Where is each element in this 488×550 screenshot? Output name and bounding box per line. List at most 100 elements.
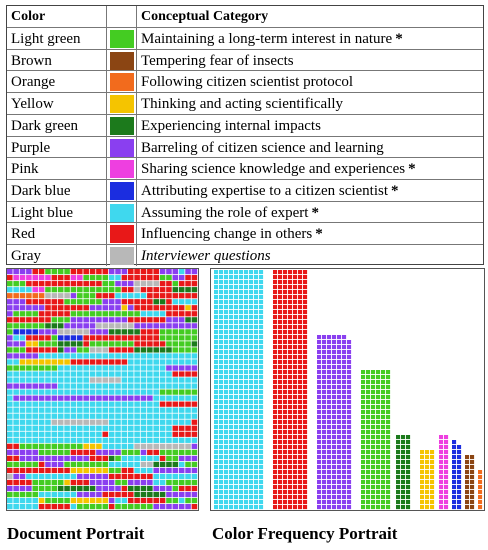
document-cell (121, 311, 128, 317)
document-cell (140, 401, 147, 407)
document-cell (108, 353, 115, 359)
frequency-square (457, 500, 462, 505)
document-cell (7, 299, 13, 305)
document-cell (77, 455, 83, 462)
frequency-square (303, 315, 308, 320)
document-cell (13, 485, 19, 492)
document-cell (32, 401, 39, 407)
frequency-square (361, 470, 366, 475)
color-swatch (110, 138, 134, 157)
frequency-square (224, 445, 229, 450)
document-cell (32, 293, 39, 299)
frequency-square (332, 465, 337, 470)
frequency-square (478, 495, 483, 500)
frequency-square (303, 505, 308, 510)
frequency-square (234, 420, 239, 425)
document-cell (178, 293, 185, 299)
frequency-square (444, 435, 449, 440)
frequency-square (229, 500, 234, 505)
frequency-square (288, 470, 293, 475)
frequency-square (219, 400, 224, 405)
frequency-square (452, 440, 457, 445)
document-cell (185, 365, 191, 371)
frequency-square (229, 380, 234, 385)
frequency-square (401, 460, 406, 465)
frequency-square (470, 490, 475, 495)
document-cell (64, 461, 70, 468)
document-cell (89, 353, 96, 359)
document-cell (191, 329, 198, 335)
document-cell (140, 347, 147, 353)
document-cell (102, 275, 109, 281)
frequency-square (273, 350, 278, 355)
frequency-square (249, 395, 254, 400)
document-cell (57, 281, 64, 287)
frequency-square (244, 410, 249, 415)
document-cell (140, 359, 147, 365)
document-cell (7, 497, 13, 504)
document-cell (13, 317, 19, 323)
frequency-square (219, 385, 224, 390)
frequency-square (342, 440, 347, 445)
frequency-square (303, 270, 308, 275)
frequency-square (396, 440, 401, 445)
frequency-square (288, 295, 293, 300)
frequency-square (214, 340, 219, 345)
frequency-square (244, 330, 249, 335)
frequency-square (366, 425, 371, 430)
document-cell (191, 317, 198, 323)
frequency-square (376, 390, 381, 395)
document-cell (70, 407, 77, 413)
frequency-square (342, 475, 347, 480)
frequency-square (439, 485, 444, 490)
frequency-square (219, 340, 224, 345)
document-cell (172, 389, 179, 395)
frequency-square (224, 435, 229, 440)
frequency-square (214, 465, 219, 470)
document-cell (115, 329, 121, 335)
legend-category-text: Influencing change in others (141, 226, 313, 243)
frequency-square (229, 480, 234, 485)
document-cell (57, 401, 64, 407)
frequency-square (396, 445, 401, 450)
frequency-square (332, 505, 337, 510)
frequency-square (254, 295, 259, 300)
document-cell (178, 371, 185, 377)
document-cell (83, 395, 89, 401)
frequency-square (376, 440, 381, 445)
document-cell (102, 503, 109, 510)
document-cell (32, 503, 39, 510)
frequency-square (229, 310, 234, 315)
document-cell (13, 329, 19, 335)
frequency-square (254, 415, 259, 420)
frequency-square (278, 390, 283, 395)
frequency-square (234, 305, 239, 310)
frequency-square (452, 495, 457, 500)
document-cell (140, 455, 147, 462)
frequency-square (229, 485, 234, 490)
frequency-square (376, 430, 381, 435)
frequency-square (229, 325, 234, 330)
frequency-square (327, 370, 332, 375)
frequency-square (254, 285, 259, 290)
document-cell (70, 479, 77, 486)
document-cell (51, 275, 58, 281)
frequency-square (298, 345, 303, 350)
document-cell (7, 437, 13, 443)
document-cell (13, 305, 19, 311)
frequency-square (457, 480, 462, 485)
frequency-square (298, 505, 303, 510)
document-cell (178, 407, 185, 413)
document-cell (147, 407, 153, 413)
document-cell (121, 407, 128, 413)
document-cell (191, 275, 198, 281)
frequency-square (224, 315, 229, 320)
frequency-square (229, 305, 234, 310)
frequency-square (224, 455, 229, 460)
frequency-square (430, 450, 435, 455)
document-cell (83, 473, 89, 480)
document-cell (89, 473, 96, 480)
document-cell (45, 299, 51, 305)
frequency-square (337, 385, 342, 390)
frequency-square (234, 430, 239, 435)
